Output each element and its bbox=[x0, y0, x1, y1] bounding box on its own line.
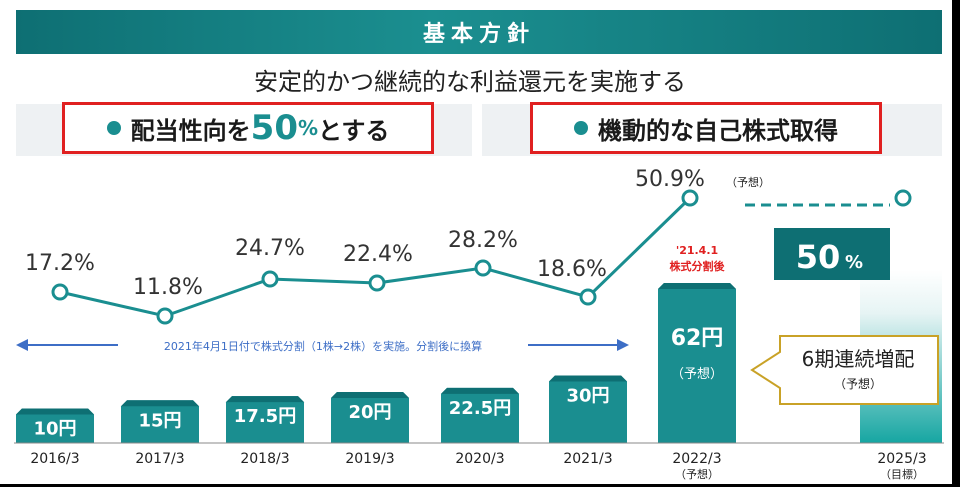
policy-left-suffix: とする bbox=[318, 116, 390, 145]
bar-cap bbox=[331, 392, 409, 398]
callout-title: 6期連続増配 bbox=[802, 347, 915, 371]
bullet-icon bbox=[574, 121, 588, 135]
bar-value-label: 17.5円 bbox=[234, 406, 296, 427]
subtitle: 安定的かつ継続的な利益還元を実施する bbox=[254, 68, 686, 96]
x-tick-label: 2020/3 bbox=[455, 451, 504, 467]
x-tick-label: 2022/3 bbox=[672, 451, 721, 467]
payout-label: 18.6% bbox=[537, 257, 607, 282]
payout-point bbox=[894, 189, 912, 207]
payout-point bbox=[261, 270, 279, 288]
dividend-bar bbox=[331, 392, 409, 443]
bar-value-label: 10円 bbox=[33, 419, 76, 440]
split-note-bg bbox=[118, 336, 528, 354]
x-tick-label: 2025/3 bbox=[877, 451, 926, 467]
x-tick-label: 2017/3 bbox=[135, 451, 184, 467]
target-unit: % bbox=[845, 252, 863, 273]
dividend-bar bbox=[658, 283, 736, 443]
bar-value-label: 15円 bbox=[138, 410, 181, 431]
x-target-tag: （目標） bbox=[880, 467, 924, 481]
payout-point bbox=[51, 283, 69, 301]
target-number: 50 bbox=[796, 238, 841, 276]
payout-label: 22.4% bbox=[343, 242, 413, 267]
bar-value-label: 62円 bbox=[671, 326, 724, 351]
x-tick-label: 2021/3 bbox=[563, 451, 612, 467]
payout-label: 24.7% bbox=[235, 236, 305, 261]
arrow-left-icon bbox=[16, 339, 28, 351]
callout-box bbox=[750, 335, 939, 405]
x-forecast-tag: （予想） bbox=[675, 467, 719, 481]
split-note: 2021年4月1日付で株式分割（1株→2株）を実施。分割後に換算 bbox=[164, 339, 482, 353]
payout-point bbox=[579, 288, 597, 306]
x-tick-label: 2019/3 bbox=[345, 451, 394, 467]
policy-left-unit: % bbox=[298, 116, 319, 140]
payout-point bbox=[156, 307, 174, 325]
bar-forecast-label: （予想） bbox=[671, 366, 723, 382]
bar-value-label: 30円 bbox=[566, 386, 609, 407]
bullet-icon bbox=[106, 121, 121, 135]
x-tick-label: 2016/3 bbox=[30, 451, 79, 467]
policy-left-box: 配当性向を 50 % とする bbox=[62, 102, 434, 154]
dividend-bar bbox=[121, 400, 199, 443]
dividend-bar bbox=[441, 387, 519, 443]
split-label: 株式分割後 bbox=[670, 259, 726, 273]
payout-label: 28.2% bbox=[448, 228, 518, 253]
bar-cap bbox=[16, 408, 94, 415]
policy-right-label: 機動的な自己株式取得 bbox=[598, 116, 838, 145]
payout-point bbox=[681, 189, 699, 207]
target-box bbox=[774, 228, 890, 280]
bar-value-label: 20円 bbox=[348, 402, 391, 423]
policy-left-prefix: 配当性向を bbox=[130, 116, 251, 145]
split-date: '21.4.1 bbox=[676, 244, 718, 257]
bar-cap bbox=[658, 283, 736, 289]
bar-cap bbox=[226, 396, 304, 403]
bar-cap bbox=[441, 387, 519, 394]
payout-label: 17.2% bbox=[25, 251, 95, 276]
payout-label: 50.9% bbox=[635, 167, 705, 192]
dividend-bar bbox=[226, 396, 304, 443]
x-tick-label: 2018/3 bbox=[240, 451, 289, 467]
payout-point bbox=[474, 259, 492, 277]
policy-left-number: 50 bbox=[250, 108, 298, 148]
arrow-right-icon bbox=[617, 339, 629, 351]
bar-value-label: 22.5円 bbox=[449, 398, 511, 419]
dividend-bar bbox=[16, 408, 94, 443]
bar-cap bbox=[121, 400, 199, 407]
dividend-bar bbox=[549, 375, 627, 443]
payout-label: 11.8% bbox=[133, 275, 203, 300]
banner-title: 基本方針 bbox=[16, 10, 942, 54]
payout-forecast-tag: （予想） bbox=[726, 175, 770, 189]
bar-cap bbox=[549, 375, 627, 382]
policy-right-box: 機動的な自己株式取得 bbox=[530, 102, 882, 154]
callout-sub: （予想） bbox=[834, 376, 882, 391]
payout-point bbox=[368, 274, 386, 292]
